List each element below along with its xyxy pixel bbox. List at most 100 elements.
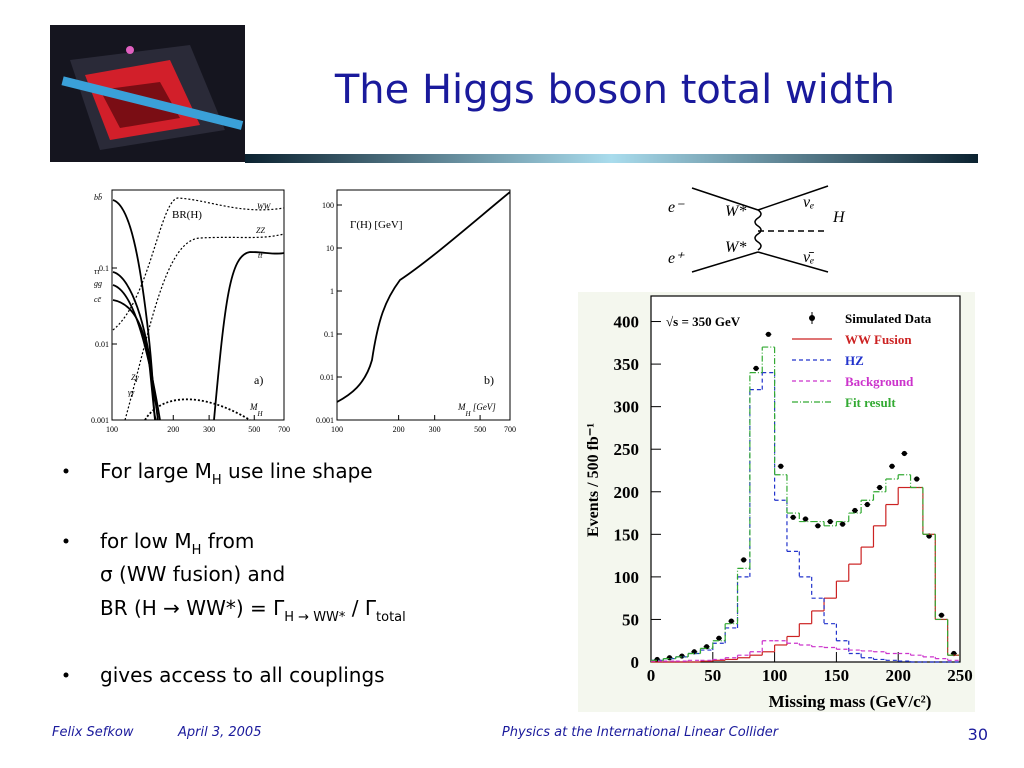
header-rule — [245, 154, 978, 163]
y-tick-label: 1 — [330, 287, 334, 296]
footer-date: April 3, 2005 — [177, 725, 261, 740]
feynman-label: W* — [725, 203, 746, 220]
x-tick-label: 200 — [167, 425, 179, 434]
curve — [124, 233, 285, 421]
legend-label: Fit result — [845, 395, 896, 410]
legend-label: WW Fusion — [845, 332, 912, 347]
x-tick-label: 100 — [762, 666, 788, 685]
figures: 100 200 300 500 7000.10.010.001BR(H)a)MHbb̄τ… — [91, 189, 516, 434]
curve — [213, 251, 285, 421]
legend-label: HZ — [845, 353, 864, 368]
curve-label: cc̄ — [94, 295, 102, 304]
subscript: H — [212, 473, 222, 488]
x-tick-label: 500 — [248, 425, 260, 434]
annotation: √s = 350 GeV — [666, 314, 741, 329]
y-tick-label: 100 — [614, 568, 640, 587]
curve-label: γγ — [128, 388, 135, 397]
curve — [336, 191, 511, 403]
feynman-label: νₑ — [803, 194, 814, 211]
bullet-line: gives access to all couplings — [100, 663, 385, 687]
text-part: gives access to all couplings — [100, 663, 385, 687]
text-part: For large M — [100, 459, 212, 483]
bullet-line: For large MH use line shape — [100, 459, 373, 488]
text-part: BR (H → WW*) = Γ — [100, 596, 285, 620]
figure-title: BR(H) — [172, 209, 202, 221]
text-part: M — [249, 402, 258, 412]
figure-title: Γ(H) [GeV] — [350, 219, 402, 231]
x-tick-label: 100 — [106, 425, 118, 434]
page-number: 30 — [968, 725, 988, 744]
curve-label: bb̄ — [94, 193, 102, 202]
subscript: H — [257, 410, 264, 418]
y-tick-label: 0.1 — [99, 264, 109, 273]
text-part: use line shape — [222, 459, 373, 483]
y-tick-label: 0.01 — [95, 340, 109, 349]
curve-label: ττ — [94, 267, 101, 276]
bullet-dot — [63, 672, 69, 678]
bullet-dot — [63, 468, 69, 474]
feynman-diagram — [691, 185, 829, 273]
y-tick-label: 10 — [326, 244, 334, 253]
curve-label: Zγ — [131, 373, 139, 382]
x-tick-label: 100 — [331, 425, 343, 434]
y-tick-label: 0.1 — [324, 330, 334, 339]
figure-panel: 100 200 300 500 700 100 10 1 0.1 0.01 0.001 Γ(H) [G… — [316, 189, 516, 434]
subscript: H — [465, 410, 472, 418]
x-axis-label: Missing mass (GeV/c²) — [769, 692, 932, 711]
text-part: M — [457, 402, 466, 412]
x-tick-label: 50 — [704, 666, 721, 685]
y-axis-label: Events / 500 fb⁻¹ — [585, 423, 602, 537]
panel-label: a) — [254, 373, 263, 387]
curve-label: ZZ — [256, 226, 265, 235]
y-tick-label: 350 — [614, 355, 640, 374]
curve-label: tt̄ — [258, 251, 263, 260]
curve-label: WW — [257, 202, 272, 211]
y-tick-label: 150 — [614, 525, 640, 544]
feynman-label: ν̄ₑ — [803, 249, 814, 266]
subscript: total — [376, 610, 406, 625]
feynman-label: H — [832, 209, 846, 226]
y-tick-label: 400 — [614, 313, 640, 332]
text-part: / Γ — [345, 596, 376, 620]
x-tick-label: 700 — [278, 425, 290, 434]
x-tick-label: 200 — [393, 425, 405, 434]
x-tick-label: 200 — [885, 666, 911, 685]
x-tick-label: 300 — [203, 425, 215, 434]
feynman-label: W* — [725, 239, 746, 256]
footer: Felix Sefkow April 3, 2005 Physics at th… — [52, 725, 988, 744]
plot-frame — [111, 189, 285, 421]
histogram: 0 50 100 150 200 250 300 350 400 0 50 100 150 200 250 E… — [585, 295, 973, 711]
plot-frame — [650, 295, 961, 663]
subscript: H → WW* — [284, 610, 346, 625]
footer-talk: Physics at the International Linear Coll… — [502, 725, 780, 740]
text-part: for low M — [100, 529, 192, 553]
y-tick-label: 0 — [631, 653, 640, 672]
subscript: H — [192, 543, 202, 558]
x-tick-label: 150 — [824, 666, 850, 685]
footer-author: Felix Sefkow — [52, 725, 134, 740]
y-tick-label: 0.001 — [91, 416, 109, 425]
figure-panel: 100 200 300 500 7000.10.010.001BR(H)a)MHbb̄τ… — [91, 189, 290, 434]
y-tick-label: 200 — [614, 483, 640, 502]
feynman-labels: e⁻ e⁺ W* W* νₑ ν̄ₑ H — [668, 194, 846, 267]
y-tick-label: 0.001 — [316, 416, 334, 425]
x-tick-label: 250 — [947, 666, 973, 685]
curve — [112, 271, 159, 421]
curve — [144, 398, 251, 421]
feynman-label: e⁻ — [668, 199, 685, 216]
x-axis-label: MH — [249, 402, 264, 418]
bullet-line: σ (WW fusion) and — [100, 562, 285, 586]
curve — [112, 284, 161, 421]
text-part: [GeV] — [471, 402, 497, 412]
y-tick-label: 50 — [622, 610, 639, 629]
curve-label: gg — [94, 279, 102, 288]
slide-title: The Higgs boson total width — [334, 67, 895, 113]
y-tick-label: 300 — [614, 398, 640, 417]
x-tick-label: 700 — [504, 425, 516, 434]
legend-label: Simulated Data — [845, 311, 932, 326]
text-part: σ (WW fusion) and — [100, 562, 285, 586]
bullet-dot — [63, 538, 69, 544]
text-part: from — [201, 529, 254, 553]
